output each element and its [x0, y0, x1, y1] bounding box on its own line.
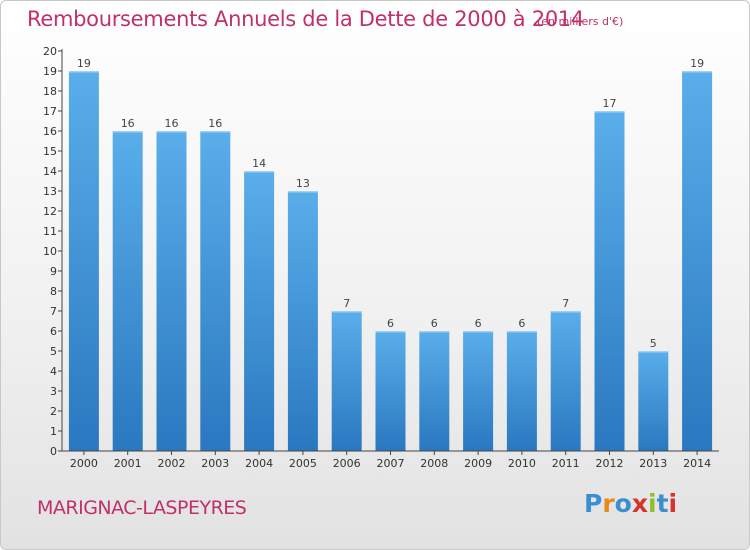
x-tick-label: 2009: [464, 457, 492, 470]
bar-highlight: [594, 111, 625, 113]
y-tick-label: 8: [50, 285, 57, 298]
bar-2006: [331, 311, 362, 451]
y-tick-label: 19: [43, 65, 57, 78]
y-tick-label: 14: [43, 165, 57, 178]
x-tick-label: 2000: [70, 457, 98, 470]
bar-2010: [506, 331, 537, 451]
x-tick-label: 2014: [683, 457, 711, 470]
data-label: 7: [343, 297, 350, 310]
data-label: 5: [650, 337, 657, 350]
chart-unit: (en milliers d'€): [537, 15, 624, 28]
y-tick-label: 11: [43, 225, 57, 238]
y-tick-label: 1: [50, 425, 57, 438]
bar-highlight: [375, 331, 406, 333]
y-tick-label: 5: [50, 345, 57, 358]
bar-2002: [156, 131, 187, 451]
x-tick-label: 2007: [377, 457, 405, 470]
y-tick-label: 20: [43, 45, 57, 58]
data-label: 16: [165, 117, 179, 130]
bar-2001: [112, 131, 143, 451]
proxiti-logo[interactable]: Proxiti: [584, 489, 677, 518]
commune-name: MARIGNAC-LASPEYRES: [37, 497, 247, 519]
bar-2014: [682, 71, 713, 451]
data-label: 19: [690, 57, 704, 70]
y-tick-label: 17: [43, 105, 57, 118]
logo-letter: x: [631, 489, 648, 518]
x-tick-label: 2006: [333, 457, 361, 470]
y-tick-label: 9: [50, 265, 57, 278]
y-tick-label: 7: [50, 305, 57, 318]
bar-highlight: [112, 131, 143, 133]
bar-highlight: [287, 191, 318, 193]
y-tick-label: 12: [43, 205, 57, 218]
logo-letter: r: [602, 489, 615, 518]
y-tick-label: 13: [43, 185, 57, 198]
x-tick-label: 2012: [596, 457, 624, 470]
x-tick-label: 2013: [639, 457, 667, 470]
bar-highlight: [463, 331, 494, 333]
x-tick-label: 2004: [245, 457, 273, 470]
y-tick-label: 0: [50, 445, 57, 458]
y-tick-label: 18: [43, 85, 57, 98]
bar-highlight: [419, 331, 450, 333]
bar-2011: [550, 311, 581, 451]
data-label: 16: [208, 117, 222, 130]
bar-2008: [419, 331, 450, 451]
x-tick-label: 2001: [114, 457, 142, 470]
logo-letter: o: [614, 489, 632, 518]
data-label: 7: [562, 297, 569, 310]
data-label: 16: [121, 117, 135, 130]
bar-highlight: [331, 311, 362, 313]
bar-highlight: [550, 311, 581, 313]
bar-highlight: [244, 171, 275, 173]
bar-2000: [68, 71, 99, 451]
y-tick-label: 2: [50, 405, 57, 418]
bar-highlight: [682, 71, 713, 73]
bar-highlight: [638, 351, 669, 353]
bar-highlight: [200, 131, 231, 133]
bar-2013: [638, 351, 669, 451]
x-tick-label: 2010: [508, 457, 536, 470]
data-label: 14: [252, 157, 266, 170]
bar-2003: [200, 131, 231, 451]
x-tick-label: 2005: [289, 457, 317, 470]
data-label: 6: [518, 317, 525, 330]
bar-2012: [594, 111, 625, 451]
x-tick-label: 2011: [552, 457, 580, 470]
y-tick-label: 4: [50, 365, 57, 378]
data-label: 17: [603, 97, 617, 110]
logo-letter: P: [584, 489, 603, 518]
logo-letter: i: [668, 489, 678, 518]
x-tick-label: 2002: [158, 457, 186, 470]
chart-title: Remboursements Annuels de la Dette de 20…: [27, 7, 584, 31]
data-label: 6: [431, 317, 438, 330]
bar-2009: [463, 331, 494, 451]
data-label: 6: [387, 317, 394, 330]
logo-letter: i: [648, 489, 657, 518]
data-label: 6: [475, 317, 482, 330]
bar-2007: [375, 331, 406, 451]
y-tick-label: 6: [50, 325, 57, 338]
y-tick-label: 3: [50, 385, 57, 398]
y-tick-label: 15: [43, 145, 57, 158]
bar-highlight: [506, 331, 537, 333]
logo-letter: t: [656, 489, 669, 518]
data-label: 13: [296, 177, 310, 190]
x-tick-label: 2003: [201, 457, 229, 470]
y-tick-label: 10: [43, 245, 57, 258]
bar-highlight: [156, 131, 187, 133]
bar-2004: [244, 171, 275, 451]
data-label: 19: [77, 57, 91, 70]
y-tick-label: 16: [43, 125, 57, 138]
bar-highlight: [68, 71, 99, 73]
x-tick-label: 2008: [420, 457, 448, 470]
bar-2005: [287, 191, 318, 451]
